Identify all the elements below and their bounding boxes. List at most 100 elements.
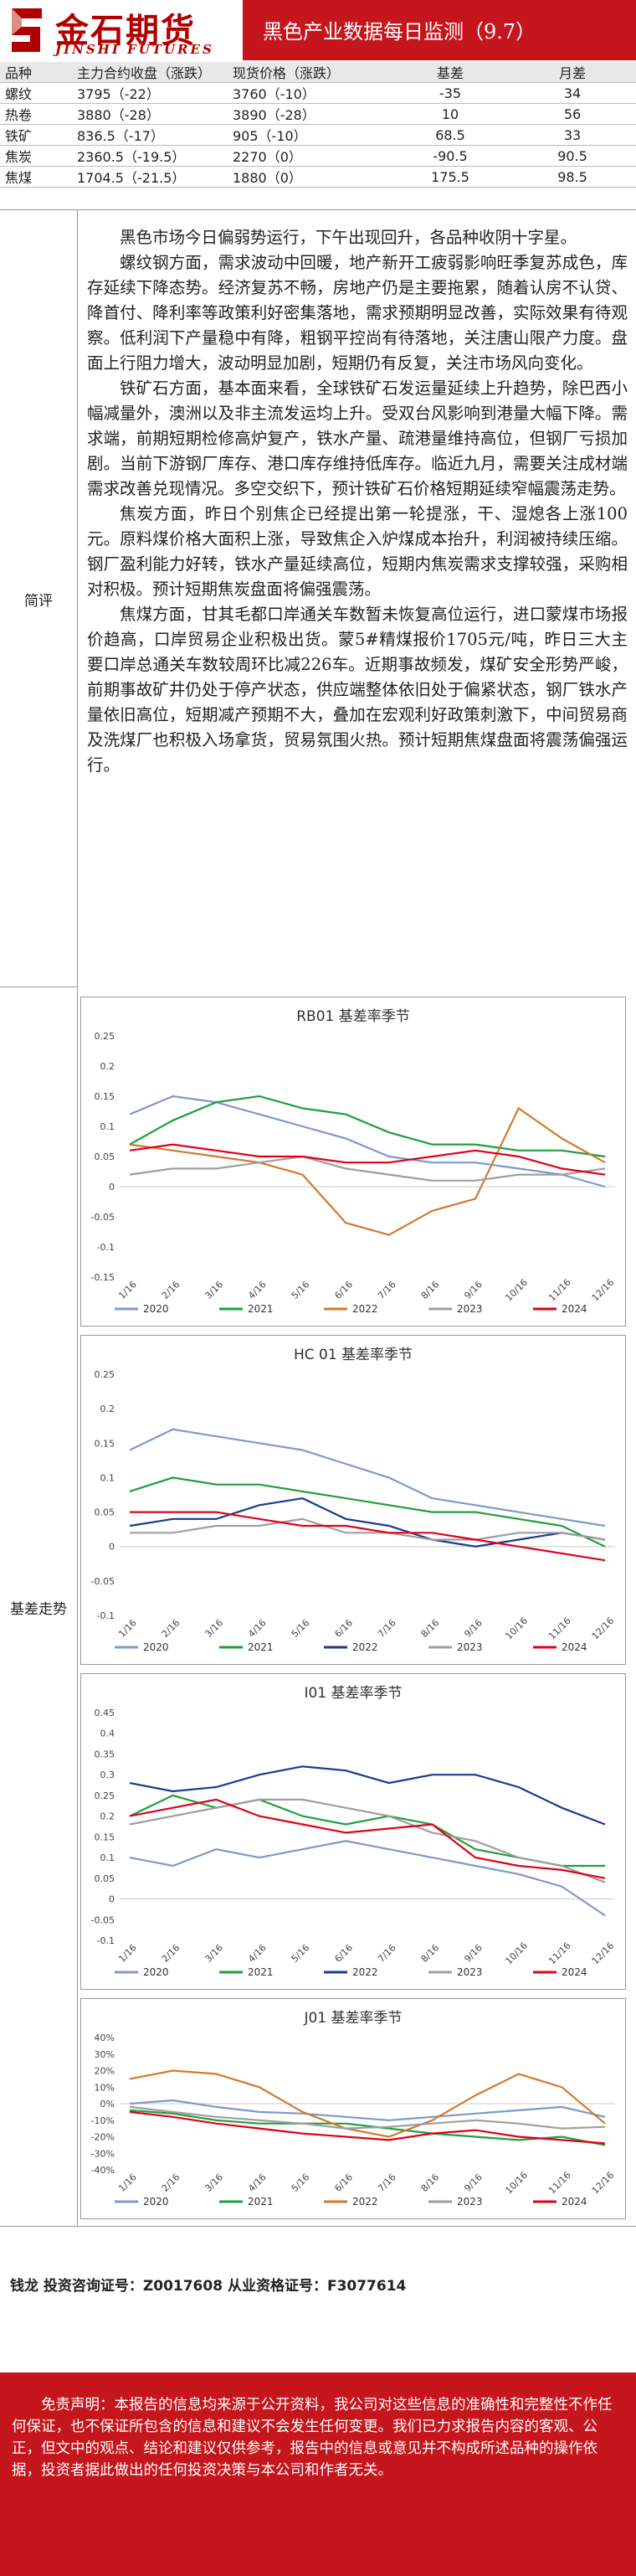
x-tick-label: 6/16: [332, 1942, 355, 1965]
y-tick-label: -0.1: [97, 1935, 115, 1946]
column-header: 品种: [0, 62, 72, 83]
x-tick-label: 2/16: [160, 2172, 182, 2194]
x-tick-label: 7/16: [376, 1617, 398, 1640]
chart-hc01: HC 01 基差率季节 0.25 0.2 0.15 0.1 0.05 0 -0.05 -0.1 1…: [80, 1335, 626, 1665]
y-tick-label: 0: [109, 1542, 115, 1553]
y-tick-label: 0.15: [95, 1091, 115, 1102]
table-cell: 33: [509, 124, 636, 146]
logo-cn-text: 金石期货: [55, 11, 196, 50]
series-line-2021: [129, 1476, 606, 1548]
table-cell: 98.5: [509, 166, 636, 188]
x-tick-label: 9/16: [462, 1617, 485, 1640]
x-tick-label: 8/16: [419, 2172, 442, 2194]
x-tick-label: 8/16: [419, 1279, 442, 1301]
chart-svg: I01 基差率季节 0.45 0.4 0.35 0.3 0.25 0.2 0.15 0.1 0.0…: [91, 1685, 617, 1978]
series-line-2021: [129, 1095, 606, 1158]
series-line-2020: [129, 1428, 606, 1528]
x-tick-label: 3/16: [203, 2172, 225, 2194]
y-tick-label: -0.1: [97, 1610, 115, 1621]
series-line-2024: [129, 1798, 606, 1879]
table-row: 螺纹 3795（-22） 3760（-10） -35 34: [0, 82, 636, 104]
price-table: 品种 主力合约收盘（涨跌） 现货价格（涨跌） 基差 月差 螺纹 3795（-22…: [0, 62, 636, 188]
legend-label: 2023: [457, 2196, 483, 2208]
y-tick-label: 0.05: [95, 1151, 115, 1162]
y-tick-label: 0.4: [100, 1728, 115, 1739]
comment-paragraph: 螺纹钢方面，需求波动中回暖，地产新开工疲弱影响旺季复苏成色，库存延续下降态势。经…: [87, 253, 628, 373]
table-cell: 3760（-10）: [228, 82, 392, 104]
x-tick-label: 5/16: [290, 2172, 312, 2194]
table-cell: 90.5: [509, 145, 636, 167]
table-row: 焦煤 1704.5（-21.5） 1880（0） 175.5 98.5: [0, 166, 636, 188]
y-tick-label: -0.05: [91, 1576, 115, 1587]
table-cell: -90.5: [392, 145, 509, 167]
chart-title: RB01 基差率季节: [296, 1008, 410, 1025]
x-tick-label: 12/16: [590, 1940, 617, 1967]
table-row: 热卷 3880（-28） 3890（-28） 10 56: [0, 103, 636, 125]
y-tick-label: 0.2: [100, 1404, 115, 1414]
series-line-2022: [129, 1497, 606, 1548]
x-tick-label: 6/16: [332, 1279, 355, 1301]
x-tick-label: 12/16: [590, 2170, 617, 2197]
y-tick-label: 0.2: [100, 1061, 115, 1072]
x-tick-label: 10/16: [503, 1615, 530, 1642]
x-tick-label: 4/16: [246, 1942, 269, 1965]
table-header-row: 品种 主力合约收盘（涨跌） 现货价格（涨跌） 基差 月差: [0, 62, 636, 83]
column-header: 现货价格（涨跌）: [228, 62, 392, 83]
legend-label: 2024: [562, 2196, 587, 2208]
y-tick-label: 0.3: [100, 1770, 115, 1780]
y-tick-label: 0.15: [95, 1438, 115, 1449]
series-line-2021: [129, 2109, 606, 2146]
divider: [0, 2226, 636, 2227]
y-tick-label: 0.45: [95, 1708, 115, 1718]
y-tick-label: 0.25: [95, 1031, 115, 1042]
x-tick-label: 2/16: [160, 1617, 182, 1640]
x-tick-label: 10/16: [503, 1277, 530, 1304]
series-line-2024: [129, 1143, 606, 1176]
table-cell: 56: [509, 103, 636, 125]
x-tick-label: 7/16: [376, 1279, 398, 1301]
report-title: 黑色产业数据每日监测（9.7）: [263, 20, 536, 44]
series-line-2023: [129, 1798, 606, 1883]
legend-label: 2023: [457, 1641, 483, 1653]
x-tick-label: 1/16: [116, 1279, 139, 1301]
series-line-2022: [129, 1765, 606, 1826]
x-tick-label: 9/16: [462, 1942, 485, 1965]
legend-label: 2020: [143, 2196, 169, 2208]
x-tick-label: 8/16: [419, 1942, 442, 1965]
chart-j01: J01 基差率季节 40% 30% 20% 10% 0% -10% -20% -30% -40% 1…: [80, 1998, 626, 2219]
y-tick-label: 30%: [95, 2049, 115, 2060]
x-tick-label: 4/16: [246, 1617, 269, 1640]
logo-mark-icon: [12, 8, 42, 52]
table-cell: 2270（0）: [228, 145, 392, 167]
series-line-2023: [130, 1517, 606, 1541]
y-tick-label: 0%: [100, 2099, 115, 2110]
x-tick-label: 12/16: [590, 1277, 617, 1304]
table-cell: 焦煤: [0, 166, 72, 188]
series-line-2020: [129, 1840, 606, 1917]
y-tick-label: 0.05: [95, 1507, 115, 1518]
y-tick-label: 0: [109, 1182, 115, 1193]
series-line-2020: [129, 1095, 606, 1188]
table-cell: 836.5（-17）: [72, 124, 228, 146]
table-cell: 2360.5（-19.5）: [72, 145, 228, 167]
logo: 金石期货 JINSHI FUTURES: [0, 0, 243, 60]
x-tick-label: 8/16: [419, 1617, 442, 1640]
legend-label: 2022: [352, 1966, 378, 1978]
comment-paragraph: 黑色市场今日偏弱势运行，下午出现回升，各品种收阴十字星。: [120, 228, 577, 247]
x-tick-label: 5/16: [290, 1617, 312, 1640]
basis-label: 基差走势: [0, 987, 78, 2227]
column-header: 主力合约收盘（涨跌）: [72, 62, 228, 83]
y-tick-label: 0.2: [100, 1811, 115, 1822]
series-line-2023: [129, 1155, 606, 1182]
legend-label: 2021: [248, 2196, 274, 2208]
x-tick-label: 6/16: [332, 2172, 355, 2194]
disclaimer: 免责声明：本报告的信息均来源于公开资料，我公司对这些信息的准确性和完整性不作任何…: [0, 2372, 636, 2576]
chart-rb01: RB01 基差率季节 0.25 0.2 0.15 0.1 0.05 0 -0.05 -0.1 -0…: [80, 997, 626, 1327]
chart-title: HC 01 基差率季节: [294, 1347, 413, 1363]
x-tick-label: 2/16: [160, 1942, 182, 1965]
legend-label: 2022: [352, 1641, 378, 1653]
y-tick-label: 0.25: [95, 1369, 115, 1380]
y-tick-label: -40%: [91, 2165, 115, 2176]
author-line: 钱龙 投资咨询证号：Z0017608 从业资格证号：F3077614: [10, 2278, 407, 2295]
x-tick-label: 3/16: [203, 1942, 225, 1965]
